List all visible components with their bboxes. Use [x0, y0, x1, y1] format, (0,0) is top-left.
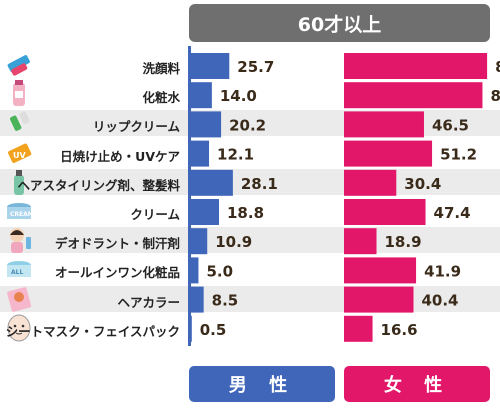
bar-female: [344, 199, 426, 225]
value-label-female: 41.9: [424, 262, 461, 280]
row-background: [0, 168, 500, 195]
category-label: オールインワン化粧品: [54, 265, 180, 281]
bar-female: [344, 169, 397, 196]
bar-female: [344, 53, 488, 79]
bar-male: [191, 169, 233, 196]
bar-male: [191, 228, 208, 255]
bar-female: [344, 315, 373, 342]
category-label: 化粧水: [142, 90, 180, 106]
value-label-female: 83.2: [495, 58, 500, 76]
legend-female: 女 性: [344, 366, 490, 402]
deodorant-person-icon: [4, 225, 34, 255]
value-label-male: 0.5: [200, 321, 227, 339]
bar-female: [344, 140, 433, 167]
value-label-male: 28.1: [241, 175, 278, 193]
bar-female: [344, 257, 417, 284]
bar-male: [191, 199, 220, 225]
value-label-female: 30.4: [404, 175, 441, 193]
value-label-female: 51.2: [440, 146, 477, 164]
value-label-male: 5.0: [206, 262, 233, 280]
bar-female: [344, 111, 424, 138]
svg-text:ALL: ALL: [11, 269, 23, 276]
category-label: ヘアスタイリング剤、整髪料: [17, 177, 180, 193]
value-label-female: 40.4: [421, 292, 458, 310]
value-label-male: 10.9: [215, 233, 252, 251]
sheet-mask-face-icon: [4, 313, 34, 343]
bar-male: [191, 257, 199, 284]
axis-divider: [188, 46, 191, 346]
svg-text:CREAM: CREAM: [10, 211, 34, 218]
bar-male: [191, 82, 212, 109]
hair-color-box-icon: [4, 284, 34, 314]
value-label-male: 18.8: [227, 204, 264, 222]
value-label-male: 8.5: [212, 292, 239, 310]
category-label: クリーム: [130, 207, 180, 222]
value-label-female: 18.9: [385, 233, 422, 251]
svg-text:UV: UV: [13, 151, 26, 160]
all-in-one-jar-icon: ALL: [4, 254, 34, 284]
cream-jar-icon: CREAM: [4, 196, 34, 226]
value-label-male: 20.2: [229, 116, 266, 134]
lip-balm-icon: [4, 108, 34, 138]
category-label: 日焼け止め・UVケア: [60, 148, 180, 164]
chart-title: 60才以上: [189, 4, 490, 42]
category-label: 洗顔料: [142, 61, 180, 76]
bar-female: [344, 82, 483, 109]
bar-male: [191, 111, 222, 138]
category-label: ヘアカラー: [117, 294, 180, 310]
legend-male: 男 性: [189, 366, 335, 402]
value-label-female: 47.4: [434, 204, 471, 222]
bar-male: [191, 315, 192, 342]
value-label-female: 80.5: [490, 87, 500, 105]
value-label-female: 16.6: [381, 321, 418, 339]
category-label: シートマスク・フェイスパック: [5, 323, 180, 339]
category-label: リップクリーム: [92, 119, 180, 135]
sunscreen-tube-icon: UV: [4, 138, 34, 168]
value-label-male: 14.0: [220, 87, 257, 105]
row-background: [0, 227, 500, 254]
value-label-female: 46.5: [432, 116, 469, 134]
category-label: デオドラント・制汗剤: [54, 236, 180, 252]
row-background: [0, 285, 500, 312]
bar-male: [191, 53, 230, 79]
value-label-male: 12.1: [217, 146, 254, 164]
bar-male: [191, 286, 204, 313]
value-label-male: 25.7: [237, 58, 274, 76]
bar-female: [344, 286, 414, 313]
hair-spray-icon: [4, 167, 34, 197]
bar-female: [344, 228, 377, 255]
lotion-bottle-icon: [4, 79, 34, 109]
face-wash-tube-icon: [4, 50, 34, 80]
bar-male: [191, 140, 210, 167]
